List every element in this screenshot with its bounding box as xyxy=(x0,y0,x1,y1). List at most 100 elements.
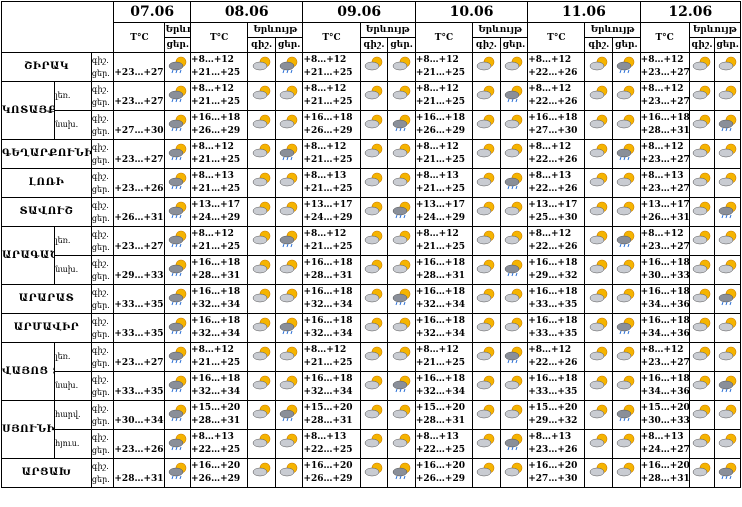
temp-cell: +8…+13 +23…+26 xyxy=(527,429,586,459)
weather-icon xyxy=(392,375,410,393)
night-label: գիշ. xyxy=(91,143,109,152)
weather-icon xyxy=(718,404,736,419)
day-label: ցեր. xyxy=(91,69,110,78)
day-temp: +23…+27 xyxy=(640,184,690,194)
spacer xyxy=(115,170,164,183)
night-temp: +8…+12 xyxy=(303,229,347,239)
weather-icon xyxy=(252,462,270,477)
weather-icon xyxy=(279,143,298,161)
weather-icon xyxy=(718,375,736,393)
night-temp: +13…+17 xyxy=(640,200,690,210)
weather-icon xyxy=(589,375,608,390)
weather-icon xyxy=(617,346,635,361)
icon-cell xyxy=(359,342,389,372)
weather-icon xyxy=(364,143,383,158)
icon-cell xyxy=(164,139,192,169)
spacer xyxy=(115,228,164,241)
temp-cell: +23…+27 xyxy=(113,81,166,111)
icon-cell xyxy=(612,458,641,488)
temp-cell: +8…+12 +23…+27 xyxy=(639,81,690,111)
data-row: նախ. գիշ. ցեր. +29…+33 +16…+18 +28…+31 +16…+18… xyxy=(2,255,741,285)
temp-cell: +16…+18 +28…+31 xyxy=(639,110,690,140)
weather-icon xyxy=(168,114,187,132)
icon-cell xyxy=(688,371,716,401)
day-temp: +27…+30 xyxy=(114,126,164,136)
night-header: գիշ. xyxy=(247,37,276,53)
weather-icon xyxy=(168,201,187,219)
date-header: 08.06 xyxy=(190,1,304,23)
temp-cell: +8…+12 +23…+27 xyxy=(639,226,690,256)
weather-icon xyxy=(477,317,495,332)
data-row: ԱՐՄԱՎԻՐ գիշ. ցեր. +33…+35 +16…+18 +32…+34 +16…… xyxy=(1,313,741,343)
weather-icon xyxy=(364,317,383,332)
region-name: ՎԱՅՈՑ ՁՈՐ xyxy=(0,342,56,401)
weather-icon xyxy=(504,230,523,245)
icon-cell xyxy=(247,371,276,401)
region-name: ԿՈՏԱՅՔ xyxy=(0,81,56,140)
night-temp: +8…+12 xyxy=(640,345,684,355)
temp-cell: +23…+27 xyxy=(113,342,166,372)
forecast-table: 07.0608.0609.0610.0611.0612.06T°CԵրևույթ… xyxy=(0,1,742,488)
phenomenon-header: Երևույթ xyxy=(688,22,742,38)
icon-cell xyxy=(274,52,304,82)
night-temp: +16…+20 xyxy=(415,461,465,471)
night-temp: +8…+12 xyxy=(191,84,234,94)
temp-cell: +8…+13 +22…+25 xyxy=(414,429,474,459)
icon-cell xyxy=(472,342,501,372)
temp-cell: +8…+12 +23…+27 xyxy=(639,342,690,372)
phenomenon-header: Երևույթ xyxy=(247,22,304,38)
icon-cell xyxy=(387,81,416,111)
weather-icon xyxy=(504,433,523,451)
weather-icon xyxy=(477,172,495,187)
time-labels: գիշ. ցեր. xyxy=(90,284,115,314)
temp-cell: +8…+12 +21…+25 xyxy=(414,52,474,82)
icon-cell xyxy=(584,110,614,140)
icon-cell xyxy=(612,226,641,256)
icon-cell xyxy=(714,110,741,140)
weather-icon xyxy=(279,462,298,477)
icon-cell xyxy=(164,313,192,343)
weather-icon xyxy=(589,404,608,419)
icon-cell xyxy=(247,139,276,169)
icon-cell xyxy=(714,81,741,111)
day-temp: +21…+25 xyxy=(191,184,241,194)
day-temp: +22…+26 xyxy=(528,358,578,368)
temp-cell: +23…+27 xyxy=(113,52,166,82)
weather-icon xyxy=(364,404,383,419)
day-label: ցեր. xyxy=(91,301,110,310)
night-header: գիշ. xyxy=(688,37,716,53)
temp-cell: +30…+34 xyxy=(113,400,166,430)
icon-cell xyxy=(688,226,716,256)
temp-cell: +16…+18 +32…+34 xyxy=(414,313,474,343)
temp-header: T°C xyxy=(414,22,474,53)
temp-cell: +16…+18 +33…+35 xyxy=(527,284,586,314)
weather-icon xyxy=(718,201,736,219)
night-label: գիշ. xyxy=(91,404,109,413)
day-temp: +23…+27 xyxy=(640,358,690,368)
icon-cell xyxy=(688,342,716,372)
night-temp: +16…+18 xyxy=(640,258,690,268)
night-temp: +16…+18 xyxy=(528,374,578,384)
temp-cell: +13…+17 +24…+29 xyxy=(302,197,361,227)
weather-icon xyxy=(279,230,298,248)
subregion: հարվ. xyxy=(54,400,92,430)
day-temp: +30…+33 xyxy=(640,416,690,426)
day-temp: +21…+25 xyxy=(415,358,465,368)
weather-icon xyxy=(168,317,187,335)
icon-cell xyxy=(274,342,304,372)
weather-icon xyxy=(477,346,495,361)
icon-cell xyxy=(714,371,741,401)
weather-icon xyxy=(168,462,187,480)
night-temp: +8…+13 xyxy=(415,171,459,181)
icon-cell xyxy=(612,81,641,111)
weather-icon xyxy=(617,230,635,248)
night-temp: +16…+18 xyxy=(303,258,353,268)
icon-cell xyxy=(584,458,614,488)
temp-cell: +16…+18 +32…+34 xyxy=(190,284,249,314)
icon-cell xyxy=(688,197,716,227)
weather-icon xyxy=(279,201,298,216)
icon-cell xyxy=(164,81,192,111)
data-row: ՏԱՎՈՒՇ գիշ. ցեր. +26…+31 +13…+17 +24…+29 +13…+… xyxy=(1,197,741,227)
day-temp: +21…+25 xyxy=(303,97,353,107)
icon-cell xyxy=(584,400,614,430)
